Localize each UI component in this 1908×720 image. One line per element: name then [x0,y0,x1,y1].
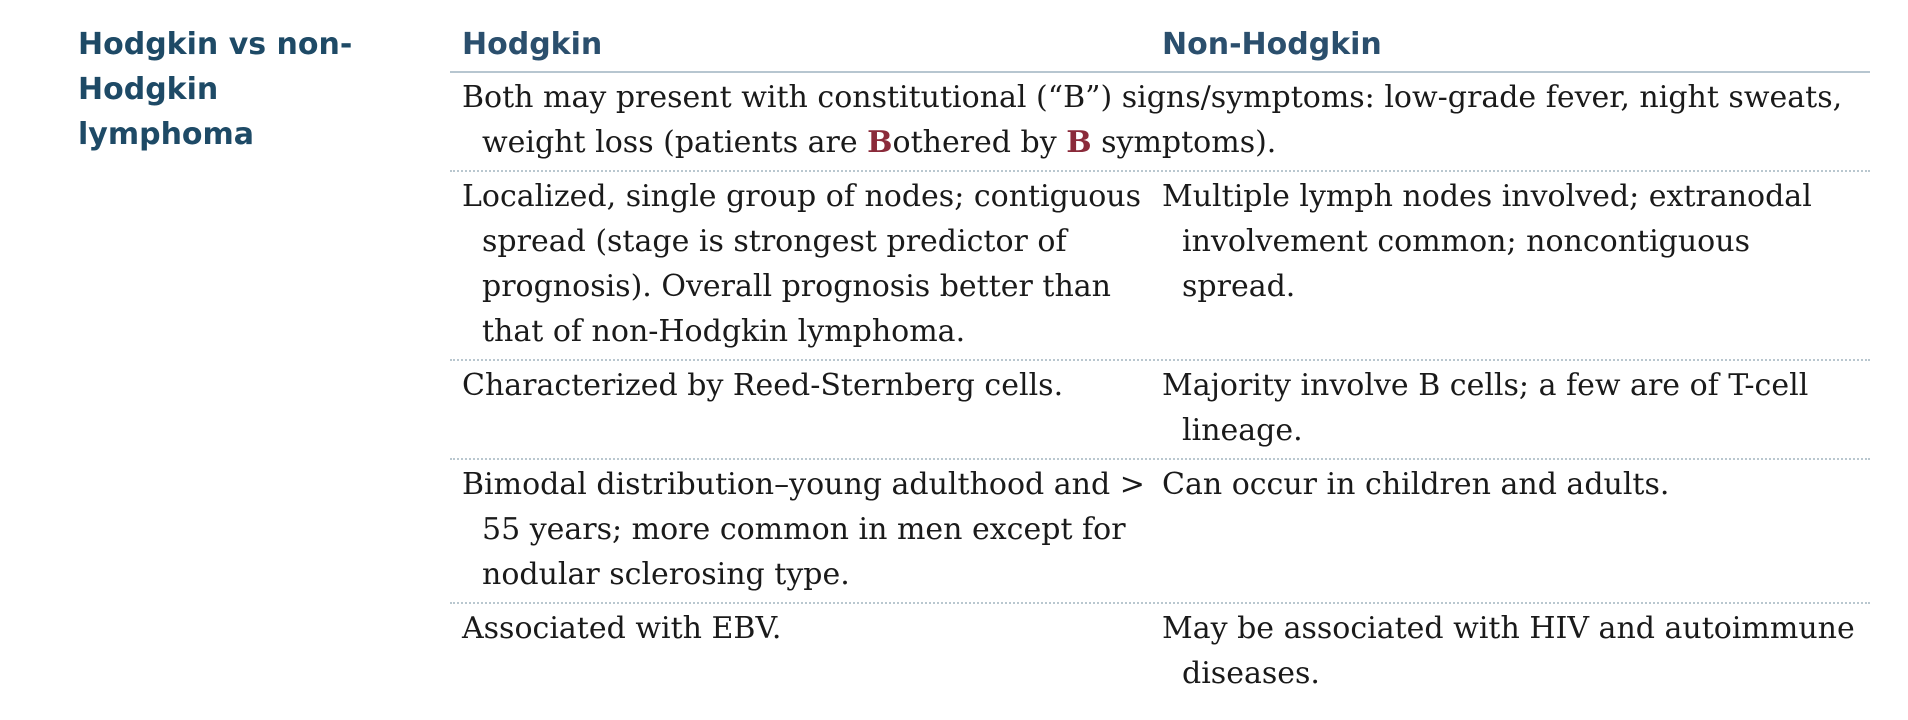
non-hodgkin-cell: May be associated with HIV and autoimmun… [1162,611,1855,691]
table-header: Hodgkin Non-Hodgkin [450,20,1870,73]
header-non-hodgkin: Non-Hodgkin [1162,27,1382,62]
emphasis-b-2: B [1066,125,1092,160]
table-row: Bimodal distribution–young adulthood and… [450,460,1870,604]
both-text-1: Both may present with constitutional (“B… [462,80,1843,160]
hodgkin-cell: Localized, single group of nodes; contig… [462,179,1141,349]
header-hodgkin: Hodgkin [462,27,603,62]
section-title: Hodgkin vs non-Hodgkin lymphoma [78,27,353,152]
both-text-2: othered by [892,125,1067,160]
hodgkin-cell: Associated with EBV. [462,611,782,646]
both-text-3: symptoms). [1091,125,1277,160]
non-hodgkin-cell: Can occur in children and adults. [1162,467,1670,502]
non-hodgkin-cell: Multiple lymph nodes involved; extranoda… [1162,179,1812,304]
non-hodgkin-cell: Majority involve B cells; a few are of T… [1162,368,1809,448]
table-row: Characterized by Reed-Sternberg cells. M… [450,361,1870,460]
table-row: Associated with EBV. May be associated w… [450,604,1870,701]
both-cell: Both may present with constitutional (“B… [450,75,1870,165]
table-row: Localized, single group of nodes; contig… [450,172,1870,361]
comparison-table: Hodgkin Non-Hodgkin Both may present wit… [450,20,1870,701]
emphasis-b-1: B [867,125,893,160]
hodgkin-cell: Bimodal distribution–young adulthood and… [462,467,1145,592]
hodgkin-cell: Characterized by Reed-Sternberg cells. [462,368,1064,403]
table-row-both: Both may present with constitutional (“B… [450,73,1870,172]
